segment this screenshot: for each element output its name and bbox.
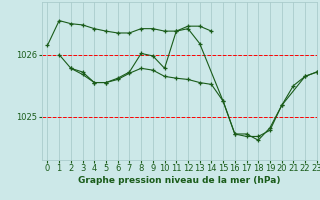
X-axis label: Graphe pression niveau de la mer (hPa): Graphe pression niveau de la mer (hPa) <box>78 176 280 185</box>
